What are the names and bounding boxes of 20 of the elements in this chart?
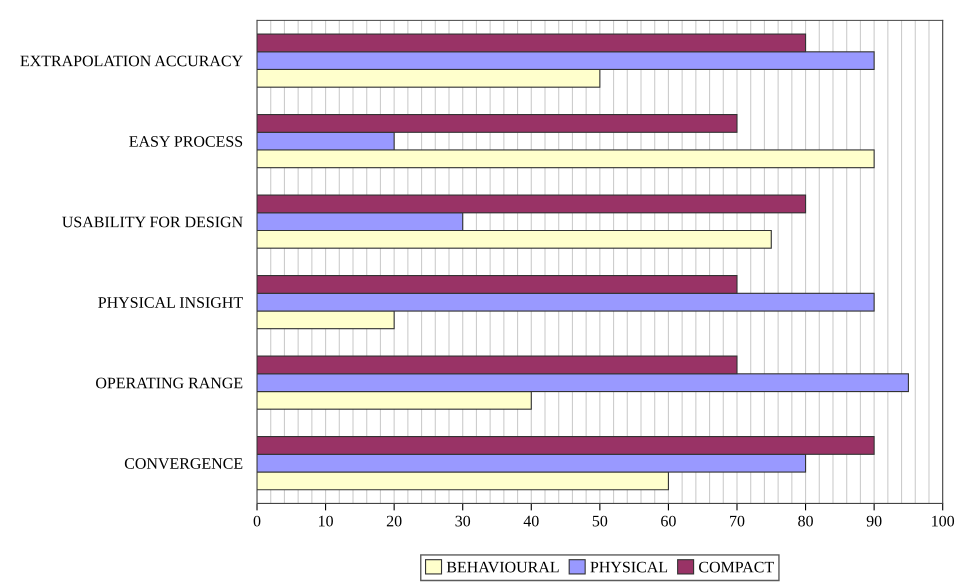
x-tick-label: 100 [932, 516, 954, 526]
legend-label: COMPACT [699, 562, 774, 572]
x-tick-label: 70 [730, 516, 744, 526]
y-tick-label: USABILITY FOR DESIGN [62, 216, 243, 228]
y-tick-label: EASY PROCESS [129, 136, 242, 147]
x-tick-label: 20 [386, 516, 402, 526]
y-tick-label: PHYSICAL INSIGHT [98, 297, 243, 308]
x-tick-label: 0 [254, 516, 260, 526]
x-tick-label: 50 [592, 516, 608, 526]
x-tick-label: 40 [524, 516, 539, 526]
legend-label: PHYSICAL [590, 562, 668, 572]
x-tick-label: 80 [798, 516, 813, 526]
x-tick-label: 60 [661, 516, 676, 526]
legend-label: BEHAVIOURAL [446, 562, 559, 573]
y-tick-label: CONVERGENCE [124, 458, 242, 469]
x-tick-label: 90 [866, 516, 882, 526]
y-tick-label: EXTRAPOLATION ACCURACY [20, 56, 243, 66]
y-tick-label: OPERATING RANGE [96, 378, 242, 388]
x-tick-label: 10 [319, 516, 333, 526]
x-tick-label: 30 [455, 516, 470, 526]
